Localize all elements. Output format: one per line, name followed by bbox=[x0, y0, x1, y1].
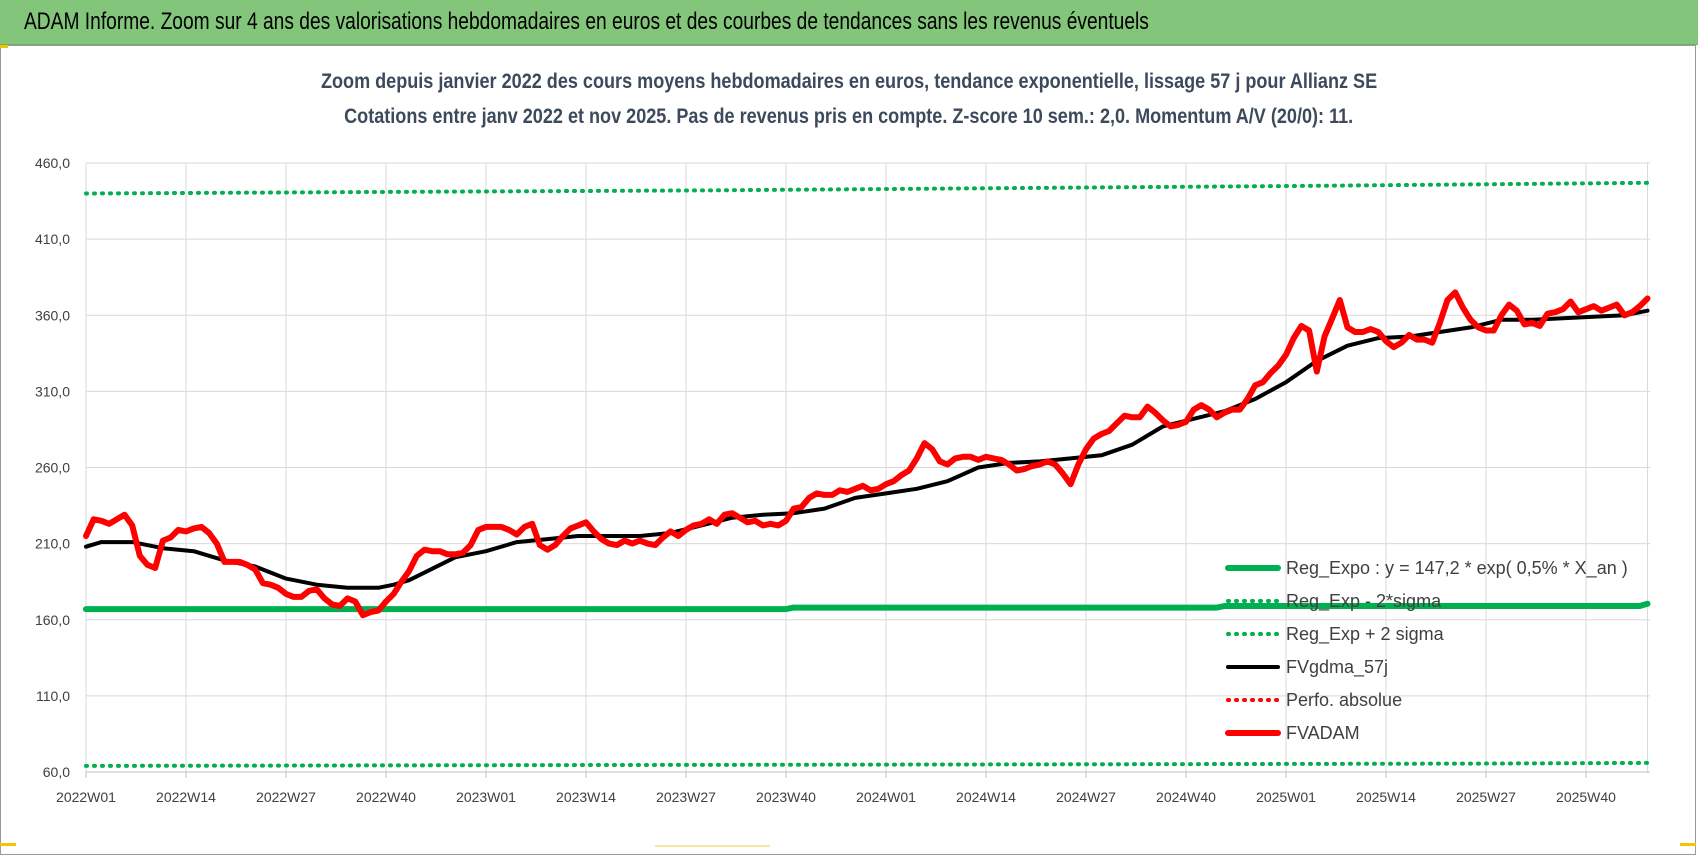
y-tick-label: 310,0 bbox=[35, 383, 70, 399]
y-tick-label: 460,0 bbox=[35, 155, 70, 171]
chart-title: Zoom depuis janvier 2022 des cours moyen… bbox=[0, 70, 1698, 94]
x-tick-label: 2025W27 bbox=[1456, 789, 1516, 805]
x-tick-label: 2023W14 bbox=[556, 789, 616, 805]
x-tick-label: 2022W40 bbox=[356, 789, 416, 805]
y-tick-label: 360,0 bbox=[35, 307, 70, 323]
x-tick-label: 2022W14 bbox=[156, 789, 216, 805]
y-tick-label: 110,0 bbox=[36, 688, 70, 704]
x-tick-label: 2025W40 bbox=[1556, 789, 1616, 805]
x-tick-label: 2023W27 bbox=[656, 789, 716, 805]
x-tick-label: 2024W27 bbox=[1056, 789, 1116, 805]
x-tick-label: 2025W01 bbox=[1256, 789, 1316, 805]
y-tick-label: 160,0 bbox=[35, 612, 70, 628]
x-tick-label: 2025W14 bbox=[1356, 789, 1416, 805]
legend-label: Reg_Exp + 2 sigma bbox=[1286, 624, 1445, 645]
series-line-3 bbox=[84, 308, 1650, 590]
y-axis: 60,0 110,0 160,0 210,0 260,0 310,0 360,0 410,0 4… bbox=[35, 155, 70, 780]
series-line-2 bbox=[84, 180, 1650, 196]
chart-subtitle-text: Cotations entre janv 2022 et nov 2025. P… bbox=[344, 105, 1354, 128]
legend-label: FVADAM bbox=[1286, 723, 1360, 743]
x-tick-label: 2022W27 bbox=[256, 789, 316, 805]
series-line-1 bbox=[84, 760, 1650, 768]
legend-label: Perfo. absolue bbox=[1286, 690, 1402, 710]
corner-marker bbox=[0, 843, 16, 846]
x-axis: 2022W01 2022W14 2022W27 2022W40 2023W01 2023W… bbox=[56, 771, 1650, 805]
x-tick-label: 2023W01 bbox=[456, 789, 516, 805]
legend: Reg_Expo : y = 147,2 * exp( 0,5% * X_an … bbox=[1225, 558, 1628, 743]
corner-marker bbox=[1680, 843, 1696, 846]
x-tick-label: 2023W40 bbox=[756, 789, 816, 805]
legend-label: Reg_Exp - 2*sigma bbox=[1286, 591, 1442, 612]
bottom-marker bbox=[655, 845, 770, 847]
y-tick-label: 410,0 bbox=[35, 231, 70, 247]
x-tick-label: 2022W01 bbox=[56, 789, 116, 805]
y-tick-label: 210,0 bbox=[35, 536, 70, 552]
x-tick-label: 2024W14 bbox=[956, 789, 1016, 805]
banner: ADAM Informe. Zoom sur 4 ans des valoris… bbox=[0, 0, 1698, 45]
x-tick-label: 2024W01 bbox=[856, 789, 916, 805]
corner-marker bbox=[0, 45, 8, 48]
legend-label: FVgdma_57j bbox=[1286, 657, 1388, 678]
chart-subtitle: Cotations entre janv 2022 et nov 2025. P… bbox=[0, 105, 1698, 129]
series-line-5 bbox=[83, 289, 1651, 619]
x-tick-label: 2024W40 bbox=[1156, 789, 1216, 805]
series-line-0 bbox=[83, 600, 1651, 613]
chart-frame bbox=[0, 45, 1696, 855]
legend-label: Reg_Expo : y = 147,2 * exp( 0,5% * X_an … bbox=[1286, 558, 1628, 579]
grid bbox=[85, 162, 1650, 773]
y-tick-label: 260,0 bbox=[35, 460, 70, 476]
banner-title: ADAM Informe. Zoom sur 4 ans des valoris… bbox=[24, 8, 1149, 35]
series-group bbox=[83, 180, 1651, 768]
chart-title-text: Zoom depuis janvier 2022 des cours moyen… bbox=[320, 70, 1378, 93]
y-tick-label: 60,0 bbox=[43, 764, 70, 780]
